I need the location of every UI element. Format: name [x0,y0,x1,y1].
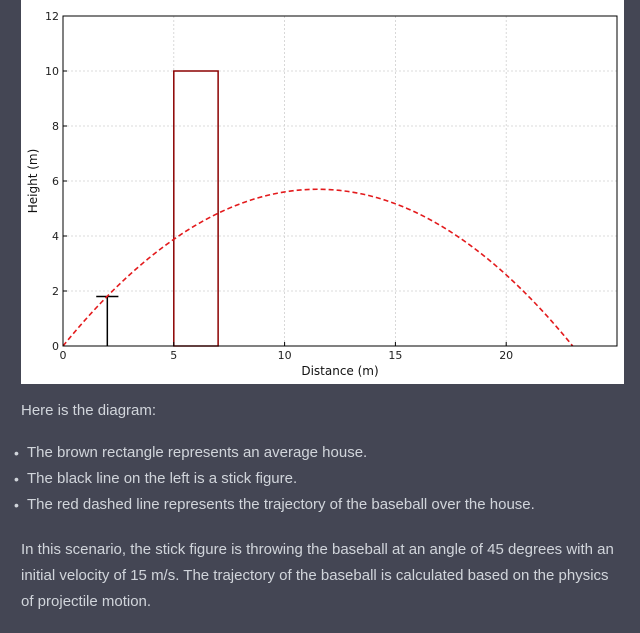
y-tick-label: 12 [45,10,59,23]
x-tick-label: 15 [388,349,402,362]
y-tick-label: 6 [52,175,59,188]
bullet-dot: • [14,497,19,513]
chart-panel: 0 5 10 15 20 0 2 4 6 8 10 12 Distance (m) Height (m… [21,0,624,384]
bullet-text: The brown rectangle represents an averag… [27,444,368,461]
bullet-dot: • [14,445,19,461]
bullet-text: The red dashed line represents the traje… [27,496,535,513]
y-tick-label: 0 [52,340,59,353]
list-item: • The brown rectangle represents an avera… [13,442,623,468]
x-tick-label: 20 [499,349,513,362]
bullet-list: • The brown rectangle represents an avera… [13,442,623,520]
bullet-dot: • [14,471,19,487]
x-axis-label: Distance (m) [301,364,378,378]
trajectory-chart: 0 5 10 15 20 0 2 4 6 8 10 12 Distance (m) Height (m… [26,10,618,378]
house-rectangle [173,70,219,347]
list-item: • The red dashed line represents the traj… [13,494,623,520]
y-tick-label: 8 [52,120,59,133]
explanation-paragraph: In this scenario, the stick figure is th… [21,541,614,610]
x-tick-label: 10 [278,349,292,362]
mark-layer [62,70,574,347]
x-tick-label: 0 [60,349,67,362]
x-tick-label: 5 [170,349,177,362]
y-axis-label: Height (m) [26,149,40,214]
grid-layer [62,15,617,347]
y-tick-label: 2 [52,285,59,298]
intro-text: Here is the diagram: [21,402,157,419]
list-item: • The black line on the left is a stick f… [13,468,623,494]
baseball-trajectory-line [62,188,574,347]
y-tick-label: 10 [45,65,59,78]
y-tick-label: 4 [52,230,59,243]
bullet-text: The black line on the left is a stick fi… [27,470,298,487]
tick-layer: 0 5 10 15 20 0 2 4 6 8 10 12 [45,10,513,362]
